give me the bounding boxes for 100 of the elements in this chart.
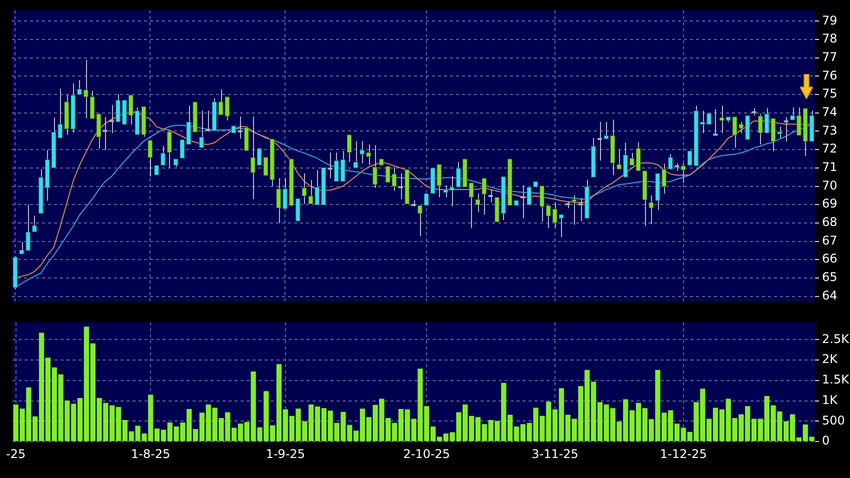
x-tick-label: 1-8-25 (131, 446, 170, 461)
candlestick (686, 150, 692, 166)
y-tick-label: 66 (822, 252, 838, 266)
candlestick (346, 134, 352, 163)
y-tick-label: 70 (822, 178, 838, 192)
candlestick (526, 186, 532, 206)
candlestick (468, 182, 474, 229)
candlestick (436, 164, 442, 198)
candlestick (758, 113, 764, 145)
candlestick (629, 152, 635, 166)
candlestick (571, 194, 577, 226)
y-tick-label: 73 (822, 123, 838, 138)
candlestick (282, 178, 288, 210)
candlestick (326, 152, 334, 179)
candlestick (302, 172, 308, 205)
y-tick-label: 1K (822, 392, 839, 407)
candlestick (108, 104, 115, 134)
candlestick (796, 106, 802, 136)
candlestick (622, 142, 628, 178)
y-tick-label: 500 (822, 413, 845, 428)
candlestick (147, 140, 153, 178)
candlestick (340, 150, 346, 182)
x-tick-label: 2-10-25 (403, 446, 450, 461)
candlestick (449, 175, 455, 207)
candlestick (539, 185, 545, 222)
y-tick-label: 74 (822, 105, 838, 120)
candlestick (359, 140, 365, 164)
candlestick (76, 80, 82, 96)
candlestick (128, 94, 134, 125)
candlestick (198, 110, 204, 148)
candlestick (456, 162, 462, 188)
candlestick (782, 116, 790, 142)
candlestick (680, 162, 686, 184)
candlestick (738, 121, 744, 134)
y-tick-label: 72 (822, 142, 838, 156)
candlestick (224, 96, 230, 121)
candlestick (385, 166, 391, 183)
candlestick (25, 204, 31, 252)
candlestick (732, 116, 738, 148)
candlestick (487, 189, 494, 203)
y-tick-label: 68 (822, 215, 838, 230)
candlestick (236, 116, 244, 140)
candlestick (352, 140, 358, 168)
candlestick (776, 126, 782, 139)
candlestick (552, 202, 558, 228)
y-tick-label: 71 (822, 160, 838, 174)
candlestick (481, 178, 487, 216)
candlestick (314, 170, 320, 206)
candlestick (558, 214, 564, 238)
y-tick-label: 65 (822, 270, 838, 284)
y-tick-label: 1.5K (822, 372, 850, 387)
x-tick-label: 3-11-25 (532, 446, 578, 461)
candlestick (391, 166, 397, 192)
candlestick (334, 152, 340, 182)
y-tick-label: 67 (822, 233, 838, 248)
candlestick (770, 118, 776, 152)
candlestick (474, 193, 480, 212)
candlestick (546, 205, 552, 229)
y-tick-label: 64 (822, 288, 838, 302)
y-tick-label: 0 (822, 434, 830, 448)
x-tick-label: -25 (6, 446, 26, 461)
candlestick (218, 88, 224, 116)
candlestick (18, 242, 24, 255)
candlestick (166, 131, 172, 168)
candlestick (32, 215, 38, 232)
candlestick (719, 105, 725, 134)
y-tick-label: 2.5K (822, 332, 850, 346)
candlestick (250, 116, 256, 200)
y-tick-label: 2K (822, 352, 839, 366)
candlestick (256, 148, 262, 166)
candlestick (83, 59, 89, 119)
x-tick-label: 1-12-25 (660, 446, 707, 461)
candlestick (668, 154, 674, 170)
candlestick (366, 144, 372, 166)
candlestick (295, 198, 301, 222)
candlestick (648, 194, 654, 225)
candlestick (308, 179, 314, 205)
candlestick (96, 113, 102, 150)
y-tick-label: 76 (822, 68, 838, 82)
candlestick (417, 205, 423, 237)
candlestick (160, 145, 166, 166)
candlestick (636, 142, 642, 172)
y-tick-label: 78 (822, 32, 838, 46)
candlestick (372, 144, 378, 188)
candlestick (276, 178, 282, 224)
candlestick (577, 198, 584, 222)
candlestick (661, 163, 667, 194)
candlestick (90, 90, 96, 120)
candlestick (57, 88, 63, 139)
y-tick-label: 75 (822, 86, 838, 101)
candlestick (616, 149, 622, 170)
candlestick (700, 110, 706, 134)
candlestick (179, 139, 185, 159)
y-tick-label: 69 (822, 196, 838, 211)
candlestick (186, 105, 192, 145)
candlestick (442, 184, 448, 198)
candlestick (764, 108, 770, 134)
candlestick (603, 121, 609, 140)
candlestick (204, 110, 212, 132)
x-tick-label: 1-9-25 (266, 446, 306, 461)
